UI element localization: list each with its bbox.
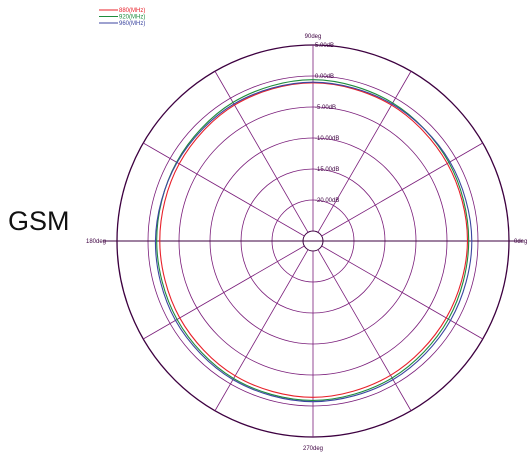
grid-spoke xyxy=(143,245,305,340)
angle-label-0: 0deg xyxy=(514,239,527,245)
grid-spoke xyxy=(321,245,483,340)
radial-tick-label: 0.00dB xyxy=(315,74,334,80)
gsm-label: GSM xyxy=(8,206,70,236)
radial-tick-labels: 5.00dB 0.00dB -5.00dB -10.00dB -15.00dB -20.0… xyxy=(315,43,339,204)
radial-tick-label: 5.00dB xyxy=(315,43,334,49)
grid-spoke xyxy=(317,249,412,411)
angle-label-270: 270deg xyxy=(303,446,323,452)
series-line-3 xyxy=(154,81,473,403)
chart-legend: 880(MHz)920(MHz)960(MHz) xyxy=(99,8,145,27)
angle-label-180: 180deg xyxy=(86,239,106,245)
legend-label-3: 960(MHz) xyxy=(119,21,145,27)
series-line-2 xyxy=(156,79,470,401)
series-line-1 xyxy=(159,82,469,398)
chart-series xyxy=(154,79,473,403)
radial-tick-label: -20.00dB xyxy=(315,198,339,204)
grid-spoke xyxy=(143,142,305,237)
grid-spoke xyxy=(321,142,483,237)
angle-labels: 90deg 180deg 0deg 270deg xyxy=(86,34,527,452)
radial-tick-label: -5.00dB xyxy=(315,105,336,111)
grid-spoke xyxy=(214,249,309,411)
radial-tick-label: -10.00dB xyxy=(315,136,339,142)
radial-tick-label: -15.00dB xyxy=(315,167,339,173)
angle-label-90: 90deg xyxy=(305,34,322,40)
legend-label-1: 880(MHz) xyxy=(119,8,145,14)
legend-label-2: 920(MHz) xyxy=(119,15,145,21)
grid-spoke xyxy=(317,71,412,233)
grid-spoke xyxy=(214,71,309,233)
polar-grid xyxy=(103,44,523,438)
